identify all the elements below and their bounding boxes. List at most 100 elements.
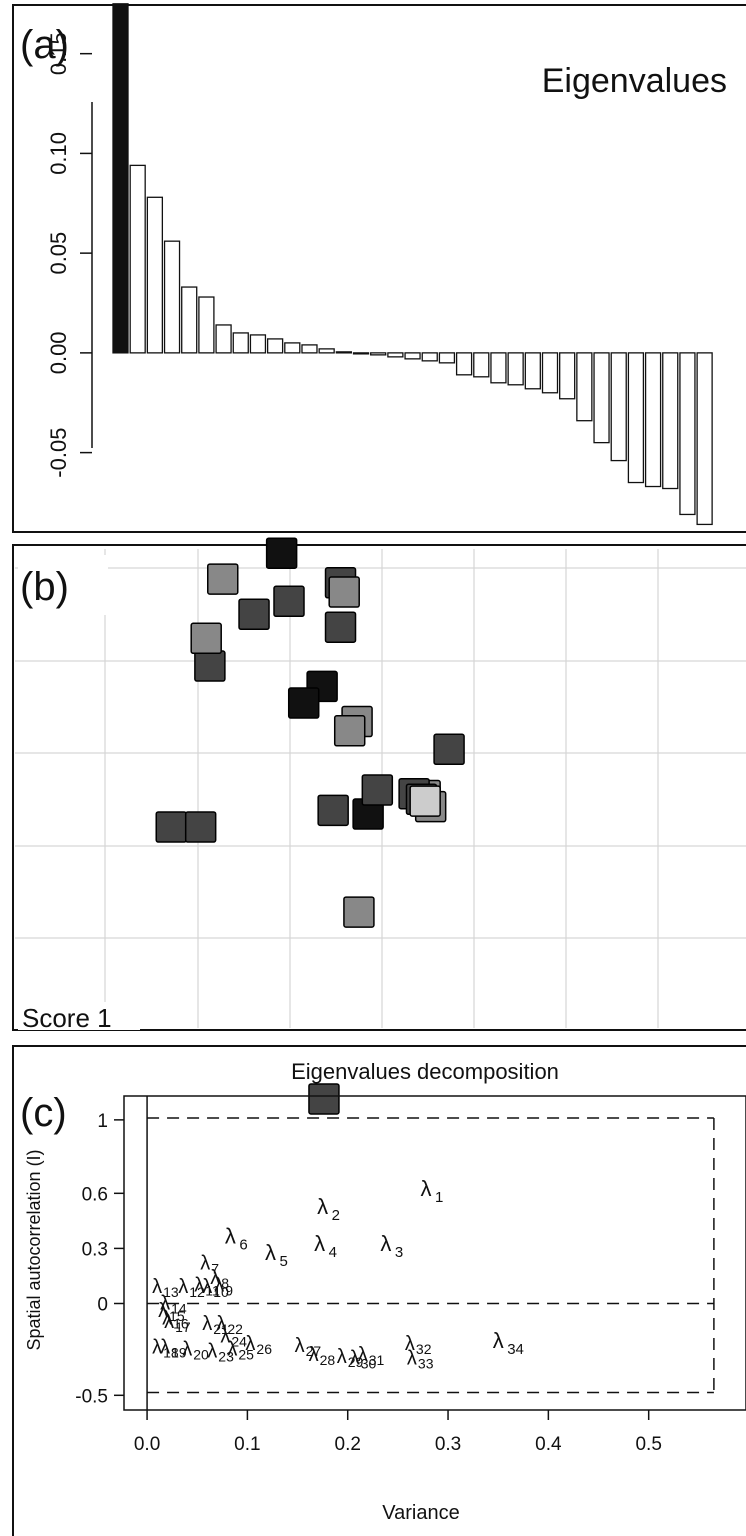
lambda-point: λ [200,1252,210,1274]
panel-c-xtick-label: 0.5 [635,1434,661,1455]
eigenvalue-bar [507,352,524,386]
eigenvalue-bar [473,352,490,378]
eigenvalue-bar [266,338,284,354]
lambda-point: λ [227,1339,237,1361]
lambda-index-label: 1 [435,1189,443,1206]
lambda-point: λ [214,1274,224,1296]
panel-c-reference-lines [146,1096,715,1410]
lambda-point: λ [295,1335,305,1357]
lambda-point: λ [194,1274,204,1296]
score-square [409,785,441,817]
lambda-point: λ [162,1307,172,1329]
eigenvalue-bar [541,352,559,394]
panel-c-ylabel: Spatial autocorrelation (I) [24,1149,44,1350]
lambda-index-label: 12 [189,1284,205,1300]
eigenvalue-bar [198,296,215,354]
lambda-index-label: 34 [507,1341,524,1358]
eigenvalue-bar [301,344,318,354]
eigenvalue-bar [146,196,164,354]
lambda-point: λ [405,1333,415,1355]
lambda-point: λ [158,1300,168,1322]
lambda-point: λ [314,1231,325,1256]
panel-c-xtick-label: 0.3 [435,1434,461,1455]
lambda-index-label: 6 [239,1237,247,1254]
lambda-point: λ [493,1328,504,1353]
panel-c-letter: (c) [20,1091,67,1135]
score-square [328,576,360,608]
eigenvalue-bar [576,352,593,422]
lambda-point: λ [160,1337,170,1359]
lambda-point: λ [210,1267,220,1289]
lambda-point: λ [309,1344,319,1366]
panel-c-frame [12,1045,746,1536]
lambda-index-label: 19 [171,1345,187,1361]
lambda-index-label: 28 [320,1352,336,1368]
eigenvalue-bar [284,342,301,354]
lambda-index-label: 10 [213,1284,229,1300]
eigenvalue-bar [387,352,404,358]
panel-a-title: Eigenvalues [542,62,727,100]
panel-c-xtick-label: 0.4 [535,1434,562,1455]
panel-a-ytick-label: -0.05 [46,428,71,478]
score-square [190,622,222,655]
panel-a-letter: (a) [20,23,69,67]
eigenvalue-bar [524,352,541,390]
panel-c-points: λ 1λ 2λ 3λ 4λ 5λ 6λ 7λ 8λ 9λ 10λ 11λ 12λ 13λ 14λ 15λ 16λ… [152,1176,524,1372]
eigenvalue-bar [455,352,473,376]
lambda-point: λ [407,1348,417,1370]
panel-a-ytick-label: 0.00 [46,331,71,374]
lambda-index-label: 8 [221,1275,229,1291]
eigenvalue-bar [627,352,645,484]
score-square [287,687,320,719]
eigenvalue-bar [593,352,610,444]
panel-a-ytick-label: 0.05 [46,232,71,275]
eigenvalue-bar [679,352,696,516]
lambda-index-label: 25 [238,1347,254,1363]
panel-b-letter-bg [18,555,108,615]
score-square [273,585,305,618]
eigenvalue-bar [559,352,576,400]
lambda-index-label: 7 [211,1260,219,1276]
eigenvalue-bar [490,352,507,384]
lambda-index-label: 11 [205,1282,220,1298]
eigenvalue-bar [370,352,387,356]
lambda-index-label: 5 [279,1253,287,1270]
lambda-index-label: 29 [348,1354,364,1370]
eigenvalue-bar [696,352,713,526]
lambda-point: λ [358,1344,368,1366]
lambda-index-label: 26 [256,1341,272,1357]
lambda-point: λ [380,1231,391,1256]
score-square [207,563,239,595]
lambda-point: λ [152,1276,162,1298]
panel-c-ytick-label: 0.6 [82,1184,108,1205]
panel-c-xlabel: Variance [382,1502,459,1524]
lambda-point: λ [216,1313,226,1335]
lambda-index-label: 24 [231,1334,247,1350]
lambda-index-label: 16 [173,1315,189,1331]
eigenvalue-bar [232,332,249,354]
eigenvalue-bar [249,334,267,354]
lambda-index-label: 9 [225,1282,233,1298]
panel-c-plot-frame [123,1095,746,1411]
score-square [155,811,187,843]
lambda-index-label: 17 [175,1319,191,1335]
lambda-point: λ [207,1340,217,1362]
lambda-index-label: 27 [306,1343,322,1359]
score-square [324,611,357,643]
panel-b-axis-label: Score 1 [22,1003,112,1033]
lambda-index-label: 31 [369,1352,385,1368]
lambda-point: λ [152,1337,162,1359]
lambda-point: λ [182,1339,192,1361]
lambda-index-label: 18 [163,1345,179,1361]
eigenvalue-bar [181,286,198,354]
panel-b-letter: (b) [20,565,69,609]
panel-c-title: Eigenvalues decomposition [291,1059,559,1084]
lambda-point: λ [420,1176,431,1201]
lambda-index-label: 14 [171,1301,187,1317]
eigenvalue-bar [404,352,421,360]
score-square [317,794,349,827]
lambda-point: λ [337,1346,347,1368]
panel-b-points [155,537,465,1115]
lambda-point: λ [160,1293,170,1315]
